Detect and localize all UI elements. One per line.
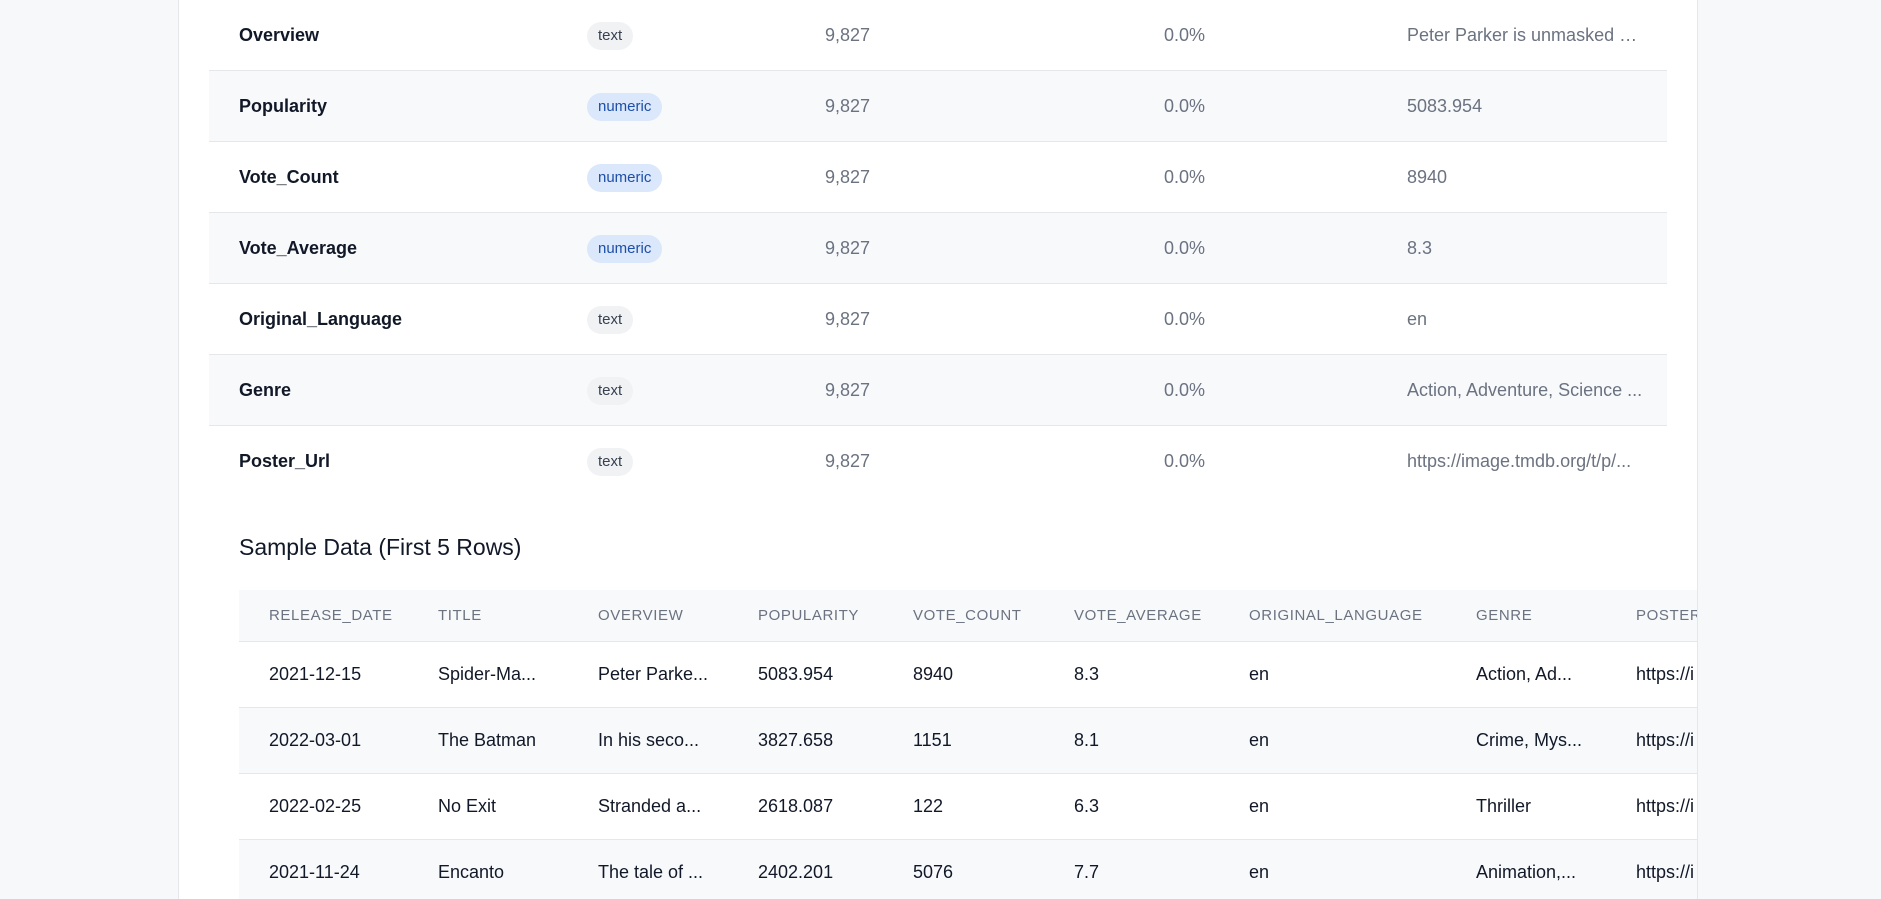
table-cell: Action, Ad... xyxy=(1476,664,1573,684)
sample-value: 8.3 xyxy=(1407,238,1433,258)
table-cell: The Batman xyxy=(438,730,537,750)
table-cell: en xyxy=(1249,664,1270,684)
table-cell: 3827.658 xyxy=(758,730,834,750)
section-title: Sample Data (First 5 Rows) xyxy=(239,534,522,560)
non-null-count: 9,827 xyxy=(825,380,871,400)
table-cell: Encanto xyxy=(438,862,505,882)
column-header[interactable]: POSTER_ xyxy=(1636,607,1697,624)
column-header[interactable]: ORIGINAL_LANGUAGE xyxy=(1249,607,1423,624)
table-cell: The tale of ... xyxy=(598,862,704,882)
table-cell: 2021-11-24 xyxy=(269,862,360,882)
table-cell: In his seco... xyxy=(598,730,700,750)
non-null-count: 9,827 xyxy=(825,25,871,45)
panel-inner: Overview text 9,827 0.0% Peter Parker is… xyxy=(209,0,1697,899)
non-null-count: 9,827 xyxy=(825,309,871,329)
missing-percent: 0.0% xyxy=(1164,309,1206,329)
type-badge: text xyxy=(587,22,634,51)
sample-data-table: RELEASE_DATE TITLE OVERVIEW POPULARITY V… xyxy=(239,590,1697,899)
table-cell: 7.7 xyxy=(1074,862,1100,882)
content-panel: Overview text 9,827 0.0% Peter Parker is… xyxy=(178,0,1698,899)
table-cell: 5076 xyxy=(913,862,954,882)
column-header[interactable]: VOTE_COUNT xyxy=(913,607,1022,624)
non-null-count: 9,827 xyxy=(825,167,871,187)
table-header-row: RELEASE_DATE TITLE OVERVIEW POPULARITY V… xyxy=(239,590,1697,642)
table-cell: https://i xyxy=(1636,862,1695,882)
non-null-count: 9,827 xyxy=(825,238,871,258)
sample-value: en xyxy=(1407,309,1428,329)
column-header[interactable]: VOTE_AVERAGE xyxy=(1074,607,1202,624)
sample-value: Action, Adventure, Science ... xyxy=(1407,380,1643,400)
column-header[interactable]: TITLE xyxy=(438,607,482,624)
column-summary-row: Genre text 9,827 0.0% Action, Adventure,… xyxy=(209,355,1667,426)
missing-percent: 0.0% xyxy=(1164,238,1206,258)
column-header[interactable]: OVERVIEW xyxy=(598,607,684,624)
table-cell: Peter Parke... xyxy=(598,664,709,684)
table-row: 2022-03-01 The Batman In his seco... 382… xyxy=(239,708,1697,774)
non-null-count: 9,827 xyxy=(825,96,871,116)
type-badge: text xyxy=(587,306,634,335)
missing-percent: 0.0% xyxy=(1164,96,1206,116)
table-cell: 8940 xyxy=(913,664,954,684)
table-cell: 1151 xyxy=(913,730,952,750)
table-row: 2021-11-24 Encanto The tale of ... 2402.… xyxy=(239,840,1697,899)
table-cell: 2402.201 xyxy=(758,862,834,882)
missing-percent: 0.0% xyxy=(1164,451,1206,471)
table-cell: Spider-Ma... xyxy=(438,664,537,684)
column-summary-table: Overview text 9,827 0.0% Peter Parker is… xyxy=(209,0,1667,496)
sample-value: 8940 xyxy=(1407,167,1448,187)
table-cell: https://i xyxy=(1636,730,1695,750)
table-cell: 8.3 xyxy=(1074,664,1100,684)
table-cell: 2021-12-15 xyxy=(269,664,362,684)
table-cell: en xyxy=(1249,862,1270,882)
missing-percent: 0.0% xyxy=(1164,380,1206,400)
column-summary-row: Overview text 9,827 0.0% Peter Parker is… xyxy=(209,0,1667,71)
column-name: Overview xyxy=(239,25,320,45)
table-cell: en xyxy=(1249,730,1270,750)
column-name: Genre xyxy=(239,380,292,400)
table-cell: 8.1 xyxy=(1074,730,1100,750)
table-row: 2022-02-25 No Exit Stranded a... 2618.08… xyxy=(239,774,1697,840)
type-badge: numeric xyxy=(587,235,663,264)
table-cell: 5083.954 xyxy=(758,664,834,684)
column-name: Poster_Url xyxy=(239,451,331,471)
column-name: Popularity xyxy=(239,96,328,116)
table-cell: 6.3 xyxy=(1074,796,1100,816)
table-cell: 2618.087 xyxy=(758,796,834,816)
type-badge: numeric xyxy=(587,164,663,193)
sample-value: https://image.tmdb.org/t/p/... xyxy=(1407,451,1632,471)
table-cell: Crime, Mys... xyxy=(1476,730,1582,750)
type-badge: text xyxy=(587,377,634,406)
table-cell: 2022-03-01 xyxy=(269,730,362,750)
column-summary-row: Vote_Count numeric 9,827 0.0% 8940 xyxy=(209,142,1667,213)
sample-value: 5083.954 xyxy=(1407,96,1483,116)
table-cell: Animation,... xyxy=(1476,862,1577,882)
column-header[interactable]: POPULARITY xyxy=(758,607,860,624)
column-summary-row: Popularity numeric 9,827 0.0% 5083.954 xyxy=(209,71,1667,142)
table-cell: en xyxy=(1249,796,1270,816)
table-cell: https://i xyxy=(1636,796,1695,816)
column-name: Vote_Average xyxy=(239,238,358,258)
non-null-count: 9,827 xyxy=(825,451,871,471)
sample-value: Peter Parker is unmasked an... xyxy=(1407,25,1647,45)
column-summary-row: Original_Language text 9,827 0.0% en xyxy=(209,284,1667,355)
column-header[interactable]: GENRE xyxy=(1476,607,1533,624)
type-badge: text xyxy=(587,448,634,477)
column-name: Original_Language xyxy=(239,309,403,329)
missing-percent: 0.0% xyxy=(1164,167,1206,187)
table-cell: 122 xyxy=(913,796,944,816)
missing-percent: 0.0% xyxy=(1164,25,1206,45)
column-header[interactable]: RELEASE_DATE xyxy=(269,607,393,624)
table-cell: Stranded a... xyxy=(598,796,702,816)
table-row: 2021-12-15 Spider-Ma... Peter Parke... 5… xyxy=(239,642,1697,708)
column-name: Vote_Count xyxy=(239,167,339,187)
table-cell: No Exit xyxy=(438,796,497,816)
type-badge: numeric xyxy=(587,93,663,122)
table-cell: 2022-02-25 xyxy=(269,796,362,816)
column-summary-row: Vote_Average numeric 9,827 0.0% 8.3 xyxy=(209,213,1667,284)
column-summary-row: Poster_Url text 9,827 0.0% https://image… xyxy=(209,426,1667,496)
table-cell: https://i xyxy=(1636,664,1695,684)
table-cell: Thriller xyxy=(1476,796,1532,816)
